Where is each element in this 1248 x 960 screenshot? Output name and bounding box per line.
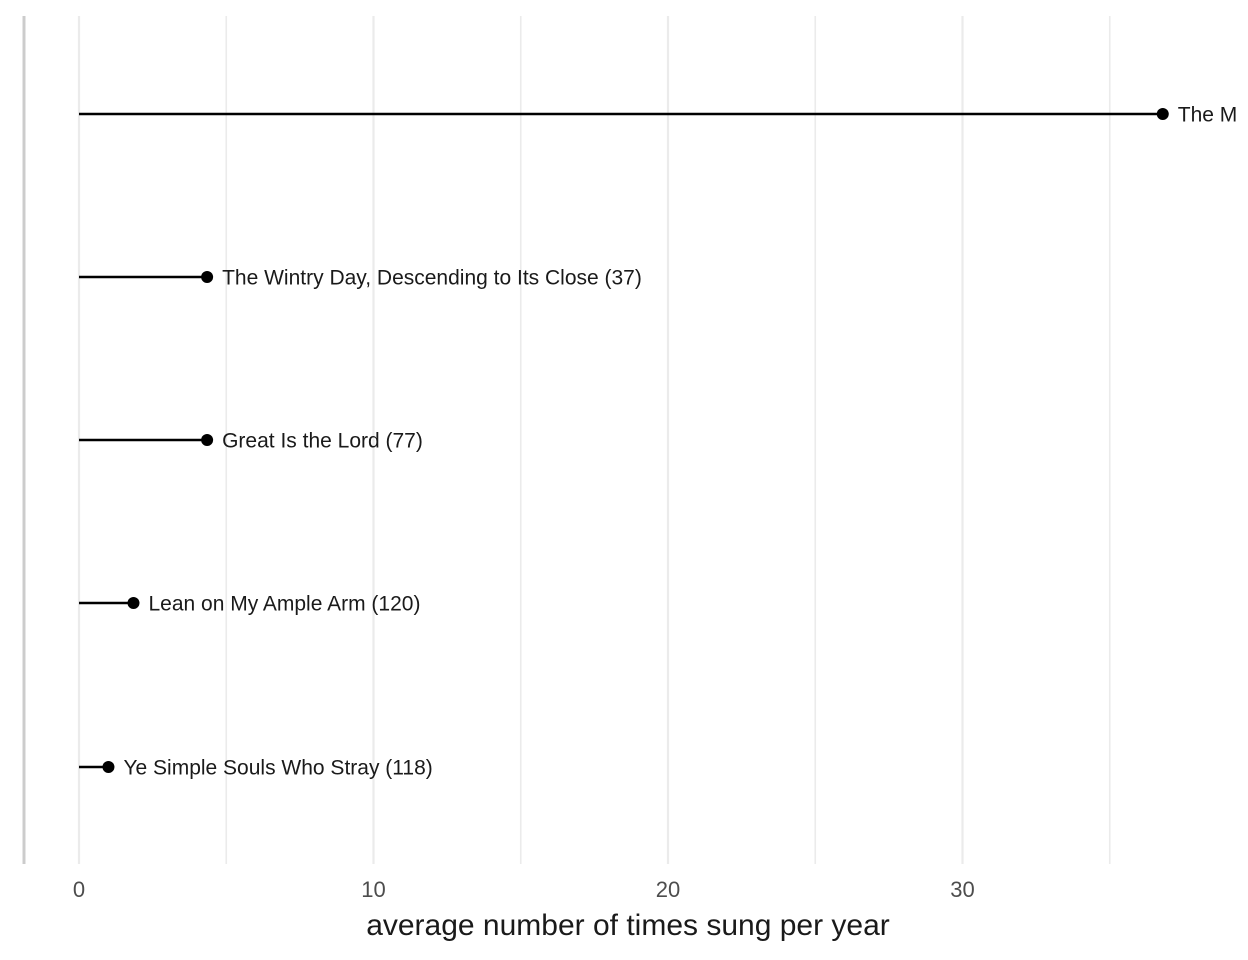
x-axis-ticks: 0 10 20 30 — [73, 877, 975, 902]
x-tick-label: 10 — [361, 877, 385, 902]
x-tick-label: 30 — [950, 877, 974, 902]
grid-lines — [77, 16, 1111, 864]
point-label: Lean on My Ample Arm (120) — [148, 593, 420, 616]
lollipop-point — [201, 434, 214, 446]
point-label: The M — [1178, 104, 1238, 127]
x-tick-label: 0 — [73, 877, 85, 902]
point-label: Great Is the Lord (77) — [222, 430, 423, 453]
lollipop-point — [1156, 108, 1169, 120]
lollipop-point — [102, 761, 115, 773]
point-label: The Wintry Day, Descending to Its Close … — [222, 267, 642, 290]
x-axis-title: average number of times sung per year — [366, 909, 890, 942]
lollipop-point — [201, 271, 214, 283]
point-label: Ye Simple Souls Who Stray (118) — [123, 757, 432, 780]
data-marks: The M The Wintry Day, Descending to Its C… — [79, 104, 1237, 780]
x-tick-label: 20 — [656, 877, 680, 902]
lollipop-point — [127, 597, 140, 609]
